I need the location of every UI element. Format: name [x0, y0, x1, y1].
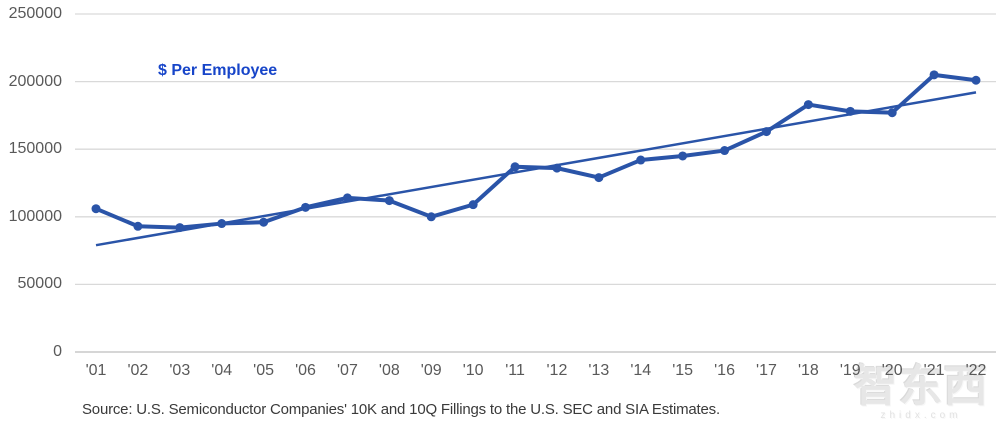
y-tick-label: 100000 [8, 207, 62, 225]
watermark: 智东西 zhidx.com [846, 362, 996, 422]
x-tick-label: '01 [85, 362, 107, 379]
x-tick-label: '15 [672, 362, 694, 379]
x-tick-label: '10 [462, 362, 484, 379]
watermark-url: zhidx.com [880, 410, 962, 421]
data-point-marker [217, 219, 227, 229]
x-tick-label: '11 [505, 362, 525, 379]
x-tick-label: '06 [295, 362, 316, 379]
data-point-marker [887, 108, 897, 118]
x-tick-label: '22 [965, 362, 987, 379]
data-point-marker [552, 163, 562, 173]
x-tick-label: '04 [211, 362, 233, 379]
x-tick-label: '17 [756, 362, 777, 379]
x-tick-label: '14 [630, 362, 652, 379]
series-label: $ Per Employee [158, 62, 278, 79]
data-point-marker [426, 212, 436, 222]
data-point-marker [468, 200, 478, 210]
data-point-marker [384, 196, 394, 206]
y-tick-label: 50000 [17, 275, 63, 293]
data-point-marker [594, 173, 604, 183]
series-line [94, 72, 978, 230]
data-point-marker [342, 193, 352, 203]
x-tick-label: '03 [169, 362, 191, 379]
data-point-marker [133, 221, 143, 231]
data-point-marker [636, 155, 646, 165]
data-point-marker [845, 106, 855, 116]
data-point-marker [510, 162, 520, 172]
data-point-marker [761, 127, 771, 137]
y-tick-label: 250000 [8, 5, 62, 22]
x-tick-label: '02 [127, 362, 149, 379]
x-tick-label: '16 [714, 362, 735, 379]
data-point-marker [91, 204, 101, 214]
x-tick-label: '05 [253, 362, 275, 379]
data-point-marker [929, 70, 939, 80]
watermark-logo-text: 智东西 [853, 362, 989, 411]
y-tick-label: 0 [53, 343, 62, 360]
x-tick-label: '13 [588, 362, 610, 379]
data-point-marker [678, 151, 688, 161]
y-tick-label: 150000 [8, 140, 62, 158]
data-point-marker [803, 100, 813, 110]
source-note: Source: U.S. Semiconductor Companies' 10… [82, 401, 720, 418]
x-tick-label: '08 [378, 362, 400, 379]
data-point-marker [301, 202, 311, 212]
data-point-marker [720, 146, 730, 156]
data-point-marker [259, 217, 269, 227]
x-tick-label: '09 [420, 362, 442, 379]
x-tick-label: '20 [881, 362, 903, 379]
x-tick-label: '21 [923, 362, 945, 379]
data-point-marker [971, 75, 981, 85]
y-tick-label: 200000 [8, 72, 62, 90]
x-tick-label: '18 [797, 362, 819, 379]
x-tick-label: '07 [336, 362, 358, 379]
x-tick-label: '19 [839, 362, 861, 379]
x-tick-label: '12 [546, 362, 568, 379]
data-point-marker [175, 223, 185, 233]
